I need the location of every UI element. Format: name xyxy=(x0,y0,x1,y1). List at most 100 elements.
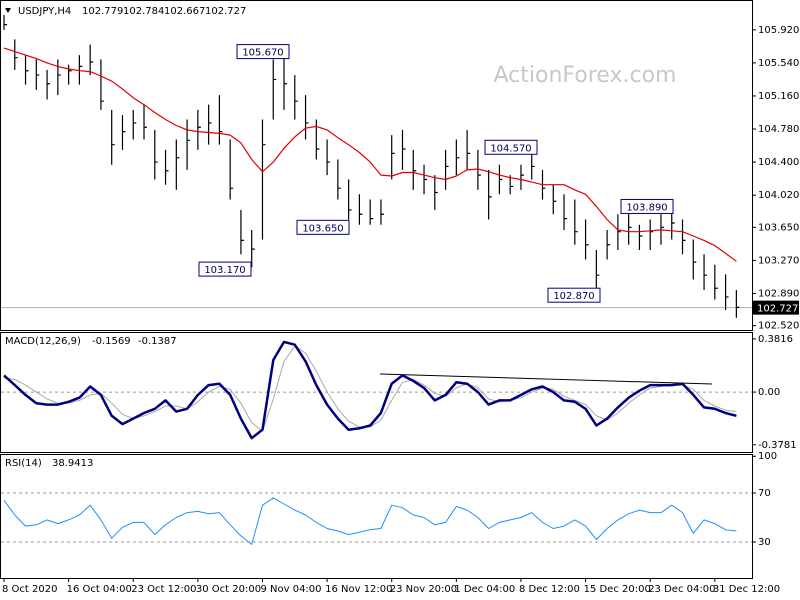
ohlc-bar xyxy=(175,139,180,190)
rsi-title: RSI(14) xyxy=(5,458,42,469)
ohlc-bar xyxy=(154,129,158,180)
x-tick-label: 16 Oct 04:00 xyxy=(67,584,132,595)
annotation-box xyxy=(547,287,601,303)
ohlc-bar xyxy=(89,44,94,76)
ohlc-bar xyxy=(240,209,244,255)
ohlc-bar xyxy=(68,64,72,85)
menu-arrow xyxy=(5,8,11,13)
signal-value: -0.1387 xyxy=(138,336,177,347)
y-tick-label: 104.400 xyxy=(758,157,799,168)
x-tick-label: 16 Nov 12:00 xyxy=(325,584,392,595)
y-tick-label: 100 xyxy=(758,451,777,462)
ohlc-bar xyxy=(251,229,255,268)
ohlc-bar xyxy=(337,159,341,200)
ohlc-bar xyxy=(509,175,514,195)
y-tick-label: 103.650 xyxy=(758,222,799,233)
ohlc-bar xyxy=(649,219,654,250)
macd-line xyxy=(3,340,737,440)
ohlc-bar xyxy=(444,149,449,190)
ohlc-bar xyxy=(606,229,611,260)
ohlc-bar xyxy=(552,184,557,215)
low-value: 102.667 xyxy=(164,6,205,17)
y-tick-label: 70 xyxy=(758,488,771,499)
rsi-line xyxy=(3,497,737,545)
ohlc-bar xyxy=(35,59,40,90)
ohlc-bar xyxy=(208,104,212,145)
ohlc-bar xyxy=(197,109,201,150)
ohlc-bar xyxy=(692,239,697,280)
ohlc-bar xyxy=(681,219,686,255)
ohlc-bar xyxy=(703,254,708,290)
ohlc-bar xyxy=(186,119,191,170)
price-tag-label: 102.727 xyxy=(757,304,798,315)
annotation-box xyxy=(236,44,290,60)
ohlc-bar xyxy=(595,249,600,296)
watermark: ActionForex.com xyxy=(494,63,677,88)
ohlc-bar xyxy=(488,169,492,220)
x-tick-label: 30 Oct 20:00 xyxy=(196,584,261,595)
ohlc-bar xyxy=(584,219,589,260)
ohlc-bar xyxy=(326,139,331,176)
ohlc-bar xyxy=(724,274,729,310)
x-tick-label: 1 Dec 04:00 xyxy=(454,584,515,595)
ohlc-bar xyxy=(423,164,428,195)
ohlc-bar xyxy=(78,55,83,85)
ohlc-bar xyxy=(100,59,104,110)
annotation-label: 103.890 xyxy=(626,202,667,213)
y-tick-label: 0.00 xyxy=(758,387,780,398)
ohlc-bar xyxy=(380,199,384,225)
annotation-box xyxy=(620,198,674,214)
ohlc-bar xyxy=(294,75,298,120)
annotation-label: 102.870 xyxy=(553,291,594,302)
ohlc-bar xyxy=(261,119,266,240)
ohlc-bar xyxy=(121,115,126,150)
y-tick-label: 102.890 xyxy=(758,288,799,299)
ohlc-bar xyxy=(283,51,288,110)
y-tick-label: 103.270 xyxy=(758,255,799,266)
y-tick-label: 105.920 xyxy=(758,25,799,36)
y-tick-label: 30 xyxy=(758,537,771,548)
price-panel xyxy=(0,0,753,331)
ohlc-bar xyxy=(57,59,61,96)
ohlc-bar xyxy=(498,164,503,195)
ohlc-bar xyxy=(46,69,51,100)
ohlc-bar xyxy=(735,289,740,318)
annotation-label: 103.650 xyxy=(302,223,343,234)
ohlc-bar xyxy=(466,129,471,170)
ohlc-bar xyxy=(520,164,524,190)
trend-line xyxy=(379,373,713,385)
x-tick-label: 23 Nov 20:00 xyxy=(390,584,457,595)
annotation-label: 105.670 xyxy=(242,48,283,59)
x-tick-label: 31 Dec 12:00 xyxy=(713,584,780,595)
signal-line xyxy=(3,345,737,432)
annotation-label: 103.170 xyxy=(204,265,245,276)
annotation-box xyxy=(484,139,538,155)
ohlc-bar xyxy=(574,199,578,245)
high-value: 102.784 xyxy=(123,6,164,17)
x-tick-label: 23 Oct 12:00 xyxy=(131,584,196,595)
ohlc-bar xyxy=(628,209,632,245)
y-tick-label: 102.520 xyxy=(758,321,799,332)
ohlc-bar xyxy=(638,224,643,250)
ohlc-bar xyxy=(401,129,406,170)
rsi-panel xyxy=(0,454,753,579)
ohlc-bar xyxy=(391,135,395,180)
rsi-value: 38.9413 xyxy=(52,458,93,469)
ohlc-bar xyxy=(617,214,621,250)
x-tick-label: 9 Nov 04:00 xyxy=(260,584,321,595)
annotation-box xyxy=(198,261,252,277)
ohlc-bar xyxy=(455,139,460,176)
ohlc-bar xyxy=(272,59,277,120)
close-value: 102.727 xyxy=(205,6,246,17)
ohlc-bar xyxy=(164,149,169,185)
x-tick-label: 8 Oct 2020 xyxy=(2,584,57,595)
macd-title: MACD(12,26,9) xyxy=(5,336,81,347)
ohlc-bar xyxy=(3,15,7,30)
y-tick-label: 104.020 xyxy=(758,190,799,201)
ohlc-bar xyxy=(563,194,568,230)
annotation-label: 104.570 xyxy=(490,143,531,154)
ohlc-bar xyxy=(132,109,137,140)
